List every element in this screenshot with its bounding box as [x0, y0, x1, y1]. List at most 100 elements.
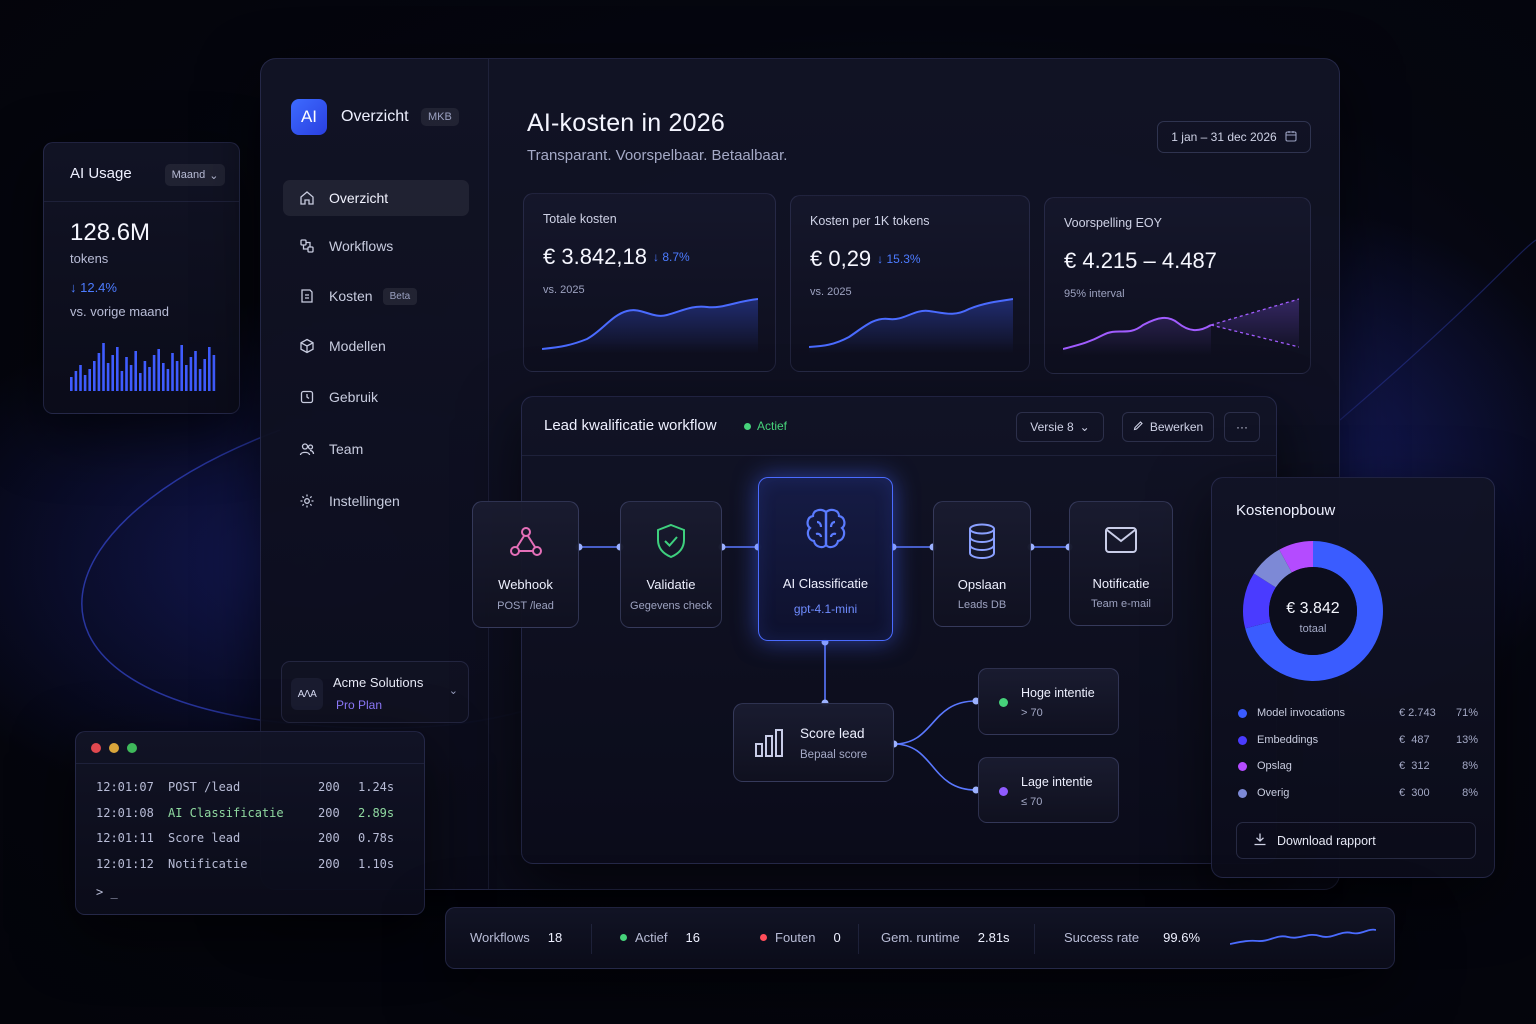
donut-slice-opslag	[1279, 541, 1313, 573]
terminal-prompt[interactable]: > _	[96, 885, 118, 899]
sidebar-item-instellingen[interactable]: Instellingen	[283, 483, 469, 519]
sidebar-item-label: Workflows	[329, 238, 394, 254]
sidebar-item-modellen[interactable]: Modellen	[283, 328, 469, 364]
stat-label: Fouten	[775, 930, 816, 945]
node-opslaan[interactable]: Opslaan Leads DB	[933, 501, 1031, 627]
usage-bar	[212, 355, 216, 391]
node-title: Score lead	[800, 726, 865, 741]
download-report-button[interactable]: Download rapport	[1236, 822, 1476, 859]
usage-bar	[194, 351, 197, 391]
organization-switcher[interactable]: AΛA Acme Solutions Pro Plan ⌄	[281, 661, 469, 723]
status-dot	[620, 934, 627, 941]
stat-errors: Fouten 0	[760, 930, 841, 945]
period-select[interactable]: Maand ⌄	[165, 164, 225, 186]
date-range-label: 1 jan – 31 dec 2026	[1171, 130, 1277, 144]
usage-bar	[180, 345, 183, 391]
donut-slice-overig	[1253, 549, 1292, 588]
page-title: AI-kosten in 2026	[527, 109, 725, 137]
status-dot	[999, 698, 1008, 707]
branch-high-intent[interactable]: Hoge intentie > 70	[978, 668, 1119, 735]
legend-name: Model invocations	[1257, 707, 1346, 719]
kpi-delta: ↓ 15.3%	[877, 252, 921, 266]
node-title: Notificatie	[1092, 576, 1150, 591]
status-dot	[744, 422, 751, 430]
workflow-panel: Lead kwalificatie workflow Actief Versie…	[521, 396, 1277, 864]
log-time: 12:01:11	[96, 831, 154, 845]
usage-bar	[157, 349, 160, 391]
branch-title: Lage intentie	[1021, 775, 1093, 789]
usage-bar	[83, 375, 87, 391]
usage-bar	[152, 355, 156, 391]
cube-icon	[299, 338, 315, 354]
usage-bar	[97, 353, 101, 391]
mail-icon	[1105, 527, 1137, 553]
usage-delta: ↓ 12.4%	[70, 280, 117, 295]
cost-donut-chart	[1243, 541, 1383, 681]
legend-swatch	[1238, 762, 1247, 771]
legend-amount: € 487	[1399, 733, 1430, 746]
sidebar-item-kosten[interactable]: Kosten Beta	[283, 278, 469, 314]
kpi-delta: ↓ 8.7%	[652, 250, 690, 264]
close-dot[interactable]	[91, 743, 101, 753]
date-range-picker[interactable]: 1 jan – 31 dec 2026	[1157, 121, 1311, 153]
log-code: 200	[318, 780, 340, 794]
log-code: 200	[318, 856, 340, 871]
divider	[522, 455, 1276, 456]
kpi-value: € 4.215 – 4.487	[1064, 248, 1217, 274]
legend-name: Overig	[1257, 786, 1290, 799]
node-ai-classificatie[interactable]: AI Classificatie gpt-4.1-mini	[758, 477, 893, 641]
usage-bar	[166, 369, 170, 391]
legend-pct: 13%	[1455, 733, 1478, 746]
kpi-forecast-eoy: Voorspelling EOY € 4.215 – 4.487 95% int…	[1044, 197, 1311, 374]
node-notificatie[interactable]: Notificatie Team e-mail	[1069, 501, 1173, 626]
edit-label: Bewerken	[1149, 420, 1204, 434]
node-validatie[interactable]: Validatie Gegevens check	[620, 501, 722, 628]
node-score-lead[interactable]: Score lead Bepaal score	[733, 703, 894, 782]
home-icon	[299, 190, 315, 206]
legend-name: Embeddings	[1257, 733, 1319, 746]
beta-badge: Beta	[382, 287, 418, 305]
stat-workflows: Workflows 18	[470, 930, 562, 945]
kpi-amount: € 0,29	[810, 246, 872, 271]
status-dot	[999, 787, 1008, 796]
sidebar-item-gebruik[interactable]: Gebruik	[283, 379, 469, 415]
download-icon	[1253, 832, 1267, 849]
edit-button[interactable]: Bewerken	[1122, 412, 1214, 442]
legend-row: Model invocations € 2.743 71%	[1236, 705, 1478, 725]
sidebar-item-overzicht[interactable]: Overzicht	[283, 180, 469, 216]
more-options-button[interactable]: ···	[1224, 412, 1260, 442]
ai-usage-card: AI Usage Maand ⌄ 128.6M tokens ↓ 12.4% v…	[43, 142, 240, 414]
kpi-total-cost: Totale kosten € 3.842,18 ↓ 8.7% vs. 2025	[523, 193, 776, 372]
stat-success-rate: Success rate 99.6%	[1064, 930, 1200, 945]
log-code: 200	[318, 831, 340, 845]
donut-slice-embeddings	[1243, 573, 1276, 629]
version-select[interactable]: Versie 8 ⌄	[1016, 412, 1104, 442]
node-title: Opslaan	[957, 577, 1007, 592]
node-webhook[interactable]: Webhook POST /lead	[472, 501, 579, 628]
sidebar-title: Overzicht	[341, 108, 409, 125]
period-select-label: Maand	[171, 169, 206, 181]
kpi-amount: € 3.842,18	[543, 244, 647, 269]
sidebar-item-team[interactable]: Team	[283, 431, 469, 467]
node-subtitle: Bepaal score	[800, 749, 868, 761]
log-code: 200	[318, 805, 340, 820]
branch-low-intent[interactable]: Lage intentie ≤ 70	[978, 757, 1119, 823]
sidebar-item-workflows[interactable]: Workflows	[283, 228, 469, 264]
usage-bar	[106, 363, 110, 391]
version-label: Versie 8	[1030, 420, 1074, 434]
pencil-icon	[1133, 420, 1144, 434]
stat-label: Workflows	[470, 930, 530, 945]
log-duration: 0.78s	[358, 831, 395, 845]
kpi-value: € 0,29 ↓ 15.3%	[810, 246, 921, 272]
donut-total: € 3.842	[1286, 600, 1340, 617]
stat-label: Gem. runtime	[881, 930, 960, 945]
app-logo[interactable]: AI	[291, 99, 327, 135]
legend-name: Opslag	[1257, 760, 1292, 772]
sidebar-item-label: Gebruik	[329, 389, 379, 405]
log-terminal: 12:01:07 POST /lead 200 1.24s 12:01:08 AI Cla…	[75, 731, 425, 915]
maximize-dot[interactable]	[127, 743, 137, 753]
divider	[858, 924, 859, 954]
cost-breakdown-card: Kostenopbouw € 3.842 totaal Model invoca…	[1211, 477, 1495, 878]
minimize-dot[interactable]	[109, 743, 119, 753]
workflow-title: Lead kwalificatie workflow	[544, 417, 717, 434]
